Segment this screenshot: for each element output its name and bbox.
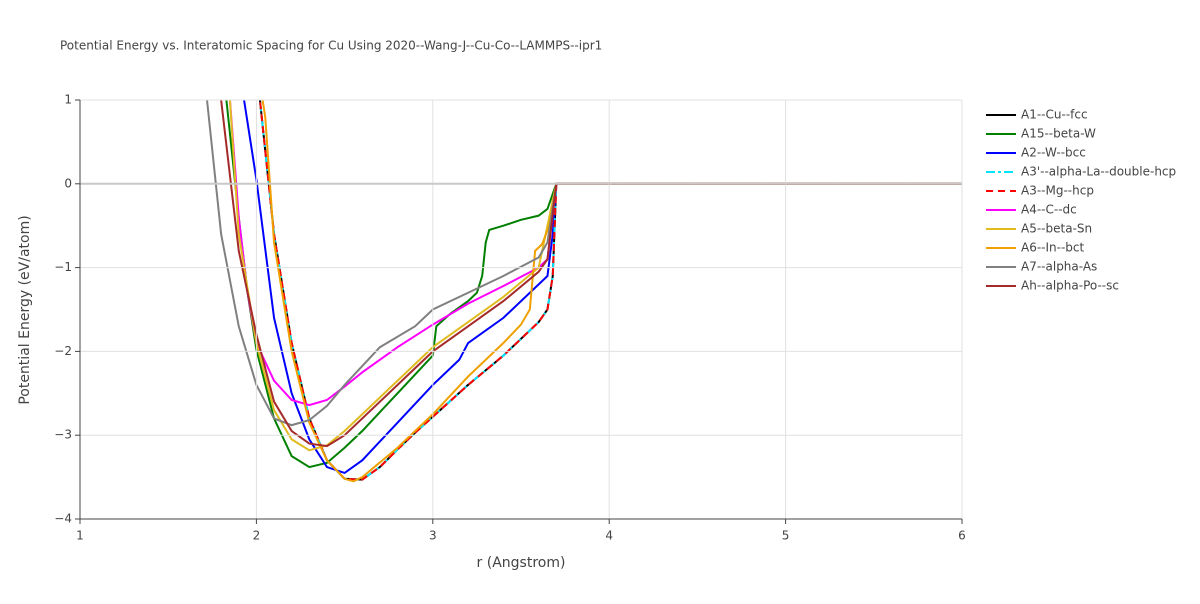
legend-label: A4--C--dc <box>1021 203 1077 217</box>
y-axis-title: Potential Energy (eV/atom) <box>17 215 33 404</box>
x-tick-label: 6 <box>958 529 966 543</box>
series-line <box>228 100 962 407</box>
y-tick-label: 1 <box>64 93 72 107</box>
series-line <box>220 100 962 448</box>
legend-label: A15--beta-W <box>1021 127 1096 141</box>
legend-label: A6--In--bct <box>1021 241 1085 255</box>
chart-title: Potential Energy vs. Interatomic Spacing… <box>60 39 602 53</box>
series-line <box>225 100 962 469</box>
legend-label: A5--beta-Sn <box>1021 222 1092 236</box>
y-tick-label: −2 <box>54 344 72 358</box>
legend-label: A2--W--bcc <box>1021 146 1086 160</box>
plot-area <box>206 100 962 483</box>
y-tick-label: −4 <box>54 512 72 526</box>
series-line <box>258 100 962 481</box>
y-tick-label: −1 <box>54 260 72 274</box>
legend-label: Ah--alpha-Po--sc <box>1021 279 1119 293</box>
series-line <box>243 100 962 475</box>
x-tick-label: 4 <box>605 529 613 543</box>
series-line <box>261 100 962 483</box>
y-tick-label: −3 <box>54 428 72 442</box>
legend-label: A1--Cu--fcc <box>1021 108 1088 122</box>
legend-label: A3--Mg--hcp <box>1021 184 1094 198</box>
legend-label: A7--alpha-As <box>1021 260 1097 274</box>
x-tick-label: 5 <box>782 529 790 543</box>
series-line <box>206 100 962 427</box>
legend-label: A3'--alpha-La--double-hcp <box>1021 165 1176 179</box>
y-tick-label: 0 <box>64 176 72 190</box>
x-axis-title: r (Angstrom) <box>477 555 566 571</box>
x-tick-label: 3 <box>429 529 437 543</box>
x-tick-label: 1 <box>76 529 84 543</box>
series-line <box>228 100 962 452</box>
x-tick-label: 2 <box>253 529 261 543</box>
